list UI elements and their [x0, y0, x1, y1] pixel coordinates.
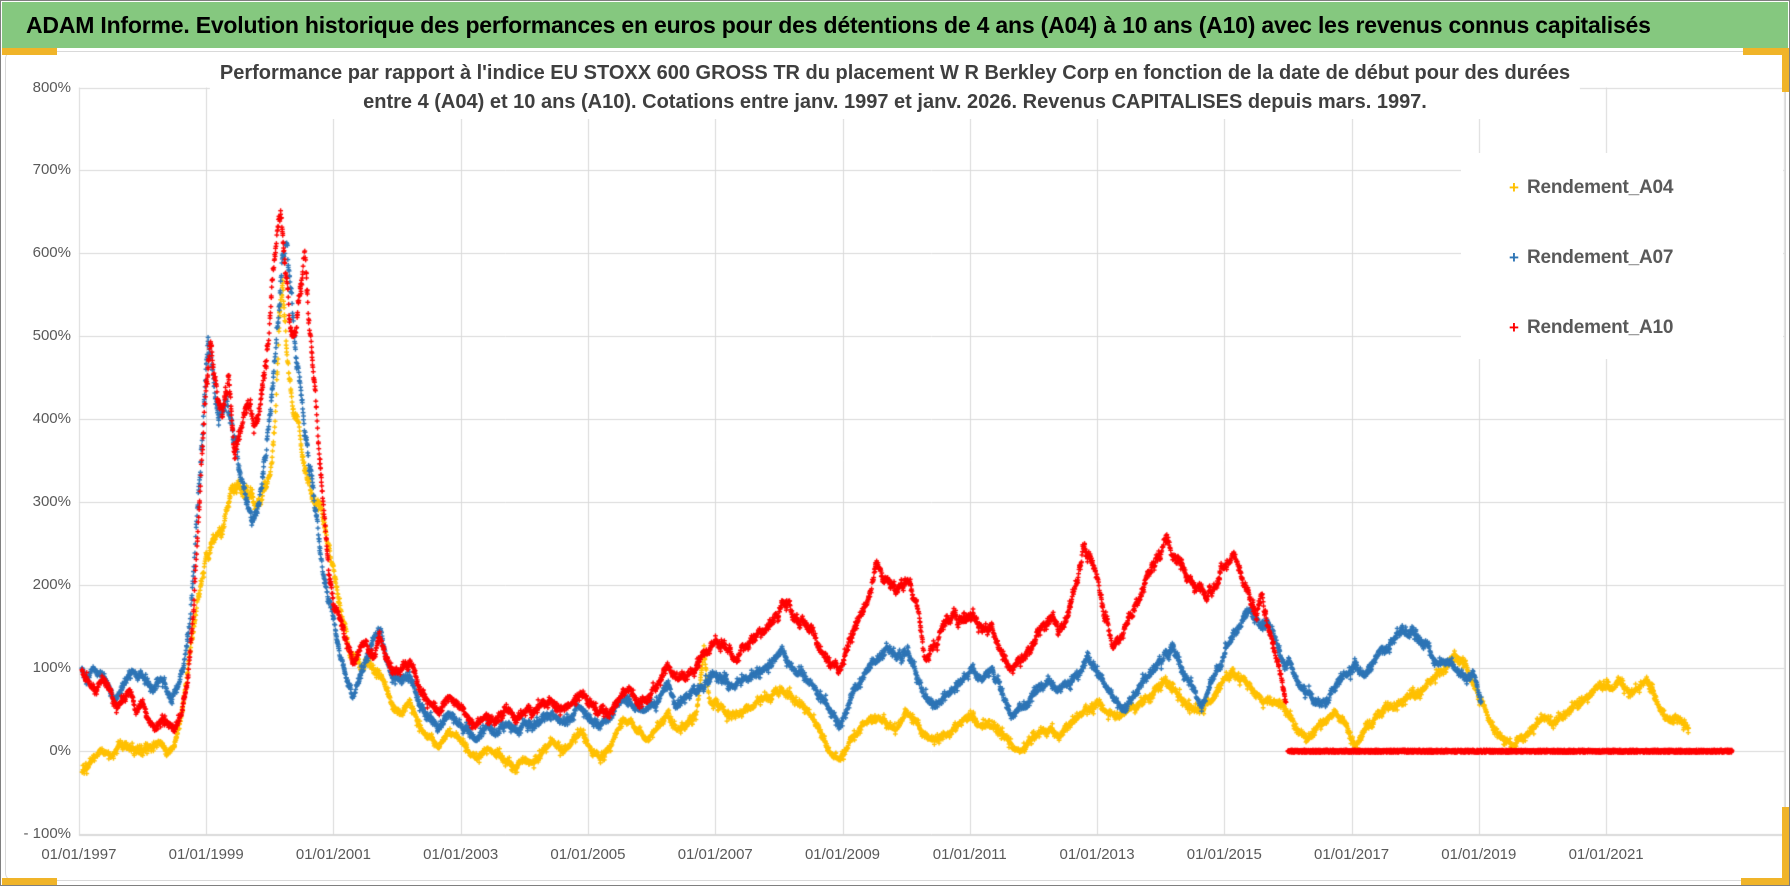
y-tick-label: 600% [32, 244, 71, 262]
plus-marker-icon: + [1509, 178, 1519, 197]
y-tick-label: 400% [32, 410, 71, 428]
y-tick-label: 0% [49, 742, 71, 760]
x-tick-label: 01/01/2009 [804, 846, 881, 863]
gold-accent-bottom-left [2, 878, 57, 885]
y-tick-label: 800% [32, 78, 71, 96]
legend-label: Rendement_A10 [1527, 317, 1674, 338]
header-bar: ADAM Informe. Evolution historique des p… [2, 2, 1788, 48]
legend-item-rendement-a07: + Rendement_A07 [1461, 245, 1783, 271]
y-tick-label: 500% [32, 327, 71, 345]
x-tick-label: 01/01/2017 [1314, 846, 1390, 863]
legend-item-rendement-a04: + Rendement_A04 [1461, 175, 1783, 201]
plus-marker-icon: + [1509, 318, 1519, 337]
x-tick-label: 01/01/2011 [932, 846, 1007, 863]
chart-title-line1: Performance par rapport à l'indice EU ST… [219, 62, 1571, 84]
legend-label: Rendement_A04 [1527, 177, 1674, 198]
gold-accent-top-right-v [1782, 48, 1789, 92]
legend-label: Rendement_A07 [1527, 247, 1674, 268]
x-tick-label: 01/01/2019 [1441, 846, 1517, 863]
x-tick-label: 01/01/2003 [423, 846, 499, 863]
y-tick-label: 300% [32, 493, 71, 511]
y-tick-label: 200% [32, 576, 71, 594]
legend-item-rendement-a10: + Rendement_A10 [1461, 315, 1783, 341]
gold-accent-bottom-right-v [1782, 807, 1789, 885]
y-tick-label: 700% [32, 161, 71, 179]
x-tick-label: 01/01/2007 [677, 846, 753, 863]
gold-accent-top-left [2, 48, 57, 55]
x-tick-label: 01/01/1997 [41, 846, 117, 863]
x-tick-label: 01/01/2013 [1059, 846, 1135, 863]
x-tick-label: 01/01/2005 [550, 846, 626, 863]
plus-marker-icon: + [1509, 248, 1519, 267]
x-tick-label: 01/01/2021 [1568, 846, 1644, 863]
gold-accent-bottom-right-h [1741, 878, 1789, 885]
y-tick-label: 100% [32, 659, 71, 677]
legend: + Rendement_A04 + Rendement_A07 + Rendem… [1461, 153, 1783, 359]
header-title: ADAM Informe. Evolution historique des p… [26, 11, 1651, 38]
chart-title: Performance par rapport à l'indice EU ST… [209, 57, 1581, 119]
y-tick-label: - 100% [23, 825, 71, 843]
x-tick-label: 01/01/2015 [1186, 846, 1262, 863]
x-tick-label: 01/01/1999 [168, 846, 244, 863]
chart-title-line2: entre 4 (A04) et 10 ans (A10). Cotations… [363, 91, 1427, 113]
x-tick-label: 01/01/2001 [295, 846, 371, 863]
